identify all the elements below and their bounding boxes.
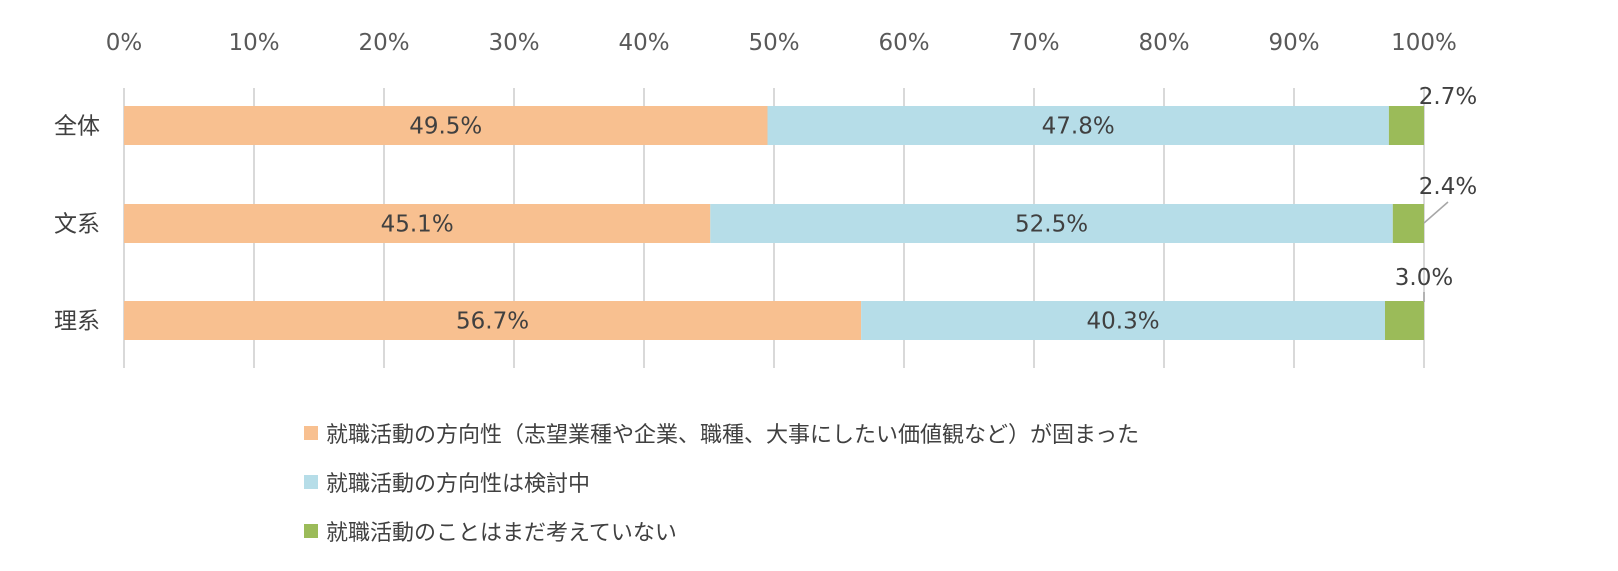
- x-tick-label: 60%: [878, 30, 929, 56]
- data-label: 45.1%: [381, 212, 454, 238]
- category-label: 文系: [54, 212, 100, 238]
- legend-item-decided: 就職活動の方向性（志望業種や企業、職種、大事にしたい価値観など）が固まった: [304, 418, 1139, 448]
- legend-item-considering: 就職活動の方向性は検討中: [304, 467, 1139, 497]
- bar-segment: [1385, 301, 1424, 340]
- bar-segment: [1392, 204, 1424, 243]
- legend: 就職活動の方向性（志望業種や企業、職種、大事にしたい価値観など）が固まった 就職…: [304, 418, 1139, 546]
- x-tick-label: 100%: [1391, 30, 1457, 56]
- leader-line: [1423, 201, 1449, 224]
- x-tick-label: 30%: [488, 30, 539, 56]
- stacked-bar-chart: 49.5% 47.8% 2.7% 45.1% 52.5% 2.4% 56.7% 40.3% 3.…: [54, 30, 1478, 368]
- x-tick-label: 70%: [1008, 30, 1059, 56]
- x-tick-label: 80%: [1138, 30, 1189, 56]
- category-label: 理系: [54, 309, 100, 335]
- x-tick-label: 90%: [1268, 30, 1319, 56]
- data-label: 2.7%: [1419, 84, 1477, 110]
- legend-swatch-decided: [304, 426, 318, 440]
- legend-swatch-considering: [304, 475, 318, 489]
- data-label: 40.3%: [1087, 309, 1160, 335]
- legend-item-not-yet: 就職活動のことはまだ考えていない: [304, 516, 1139, 546]
- data-label: 2.4%: [1419, 174, 1477, 200]
- bar-segment: [1388, 106, 1424, 145]
- data-label: 49.5%: [409, 114, 482, 140]
- x-tick-label: 50%: [748, 30, 799, 56]
- x-tick-label: 40%: [618, 30, 669, 56]
- data-label: 56.7%: [456, 309, 529, 335]
- data-label: 3.0%: [1395, 265, 1453, 291]
- legend-swatch-not-yet: [304, 524, 318, 538]
- legend-label-decided: 就職活動の方向性（志望業種や企業、職種、大事にしたい価値観など）が固まった: [326, 423, 1140, 448]
- bar-segment: [124, 301, 862, 340]
- bar-segment: [767, 106, 1389, 145]
- legend-label-considering: 就職活動の方向性は検討中: [326, 472, 591, 497]
- legend-label-not-yet: 就職活動のことはまだ考えていない: [326, 521, 677, 546]
- x-tick-label: 10%: [228, 30, 279, 56]
- data-labels: 49.5% 47.8% 2.7% 45.1% 52.5% 2.4% 56.7% 40.3% 3.…: [381, 84, 1478, 335]
- bar-segment: [861, 301, 1385, 340]
- data-label: 52.5%: [1015, 212, 1088, 238]
- bar-segment: [124, 204, 711, 243]
- x-tick-label: 20%: [358, 30, 409, 56]
- x-tick-label: 0%: [106, 30, 143, 56]
- bar-segment: [710, 204, 1393, 243]
- bars: [124, 106, 1424, 340]
- category-label: 全体: [54, 114, 100, 140]
- bar-segment: [124, 106, 768, 145]
- data-label: 47.8%: [1042, 114, 1115, 140]
